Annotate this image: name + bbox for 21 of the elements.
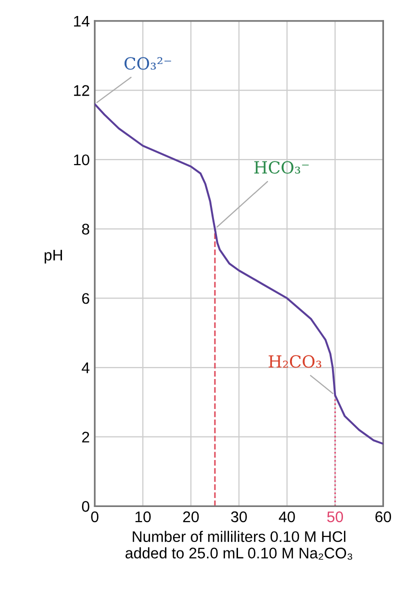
y-tick-label: 2 <box>82 432 90 442</box>
y-tick-label: 0 <box>82 501 90 512</box>
x-tick-label: 40 <box>278 511 295 522</box>
x-tick-label: 60 <box>375 511 392 522</box>
y-tick-label: 14 <box>74 16 90 26</box>
x-tick-label: 20 <box>183 511 199 522</box>
y-tick-label: 6 <box>82 293 90 304</box>
annotation: CO₃²⁻ <box>124 57 172 70</box>
annotation: H₂CO₃ <box>268 355 322 368</box>
annotation: HCO₃⁻ <box>254 161 309 174</box>
y-tick-label: 4 <box>82 362 90 374</box>
y-axis-title: pH <box>44 250 62 264</box>
x-tick-label: 10 <box>135 511 151 522</box>
y-tick-label: 10 <box>74 154 90 166</box>
x-tick-label: 30 <box>231 511 247 522</box>
x-tick-label: 50 <box>327 511 343 522</box>
x-tick-label: 0 <box>91 511 98 522</box>
x-axis-title: Number of milliliters 0.10 M HCl added to 25.0 mL 0.10 M Na₂CO₃ <box>126 530 352 560</box>
line-series <box>94 103 384 445</box>
y-tick-label: 8 <box>82 224 90 235</box>
y-tick-label: 12 <box>74 85 90 96</box>
